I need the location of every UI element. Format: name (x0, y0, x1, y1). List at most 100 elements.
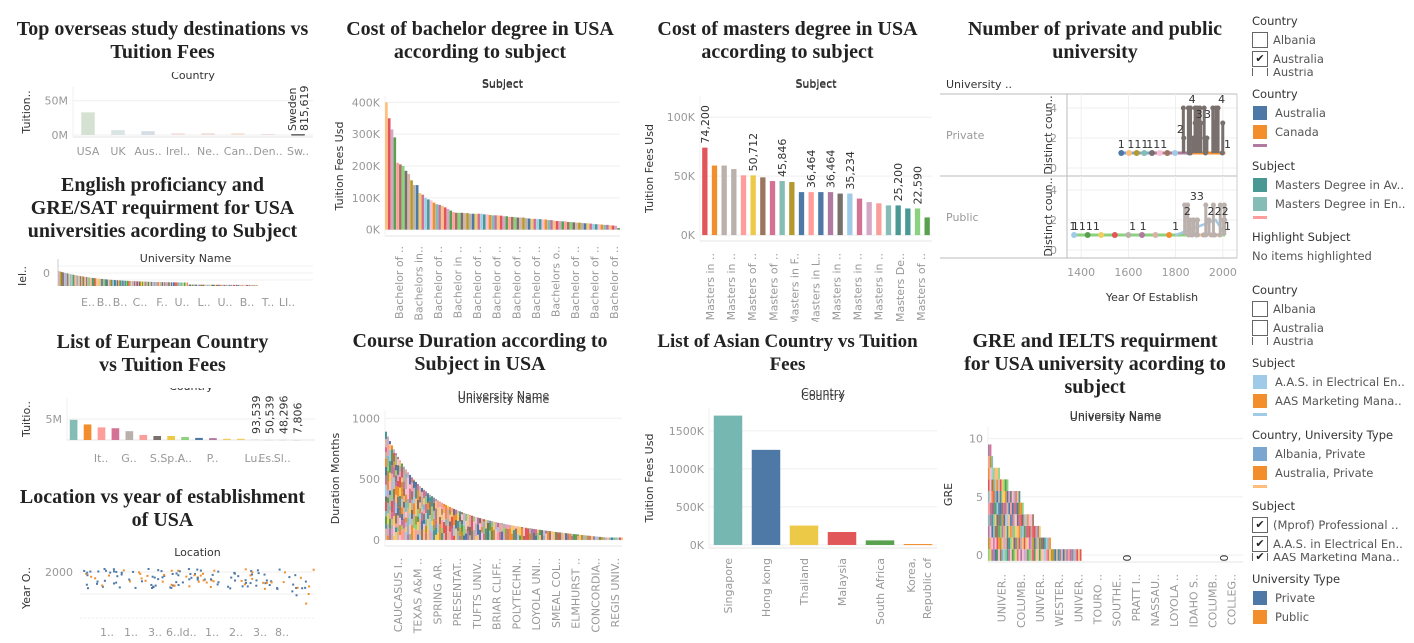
bar[interactable] (433, 524, 435, 530)
bar-label[interactable]: 93,539 (250, 396, 263, 435)
point[interactable] (271, 581, 273, 583)
bar[interactable] (395, 513, 397, 524)
bar[interactable] (561, 533, 563, 540)
bar[interactable] (399, 488, 401, 496)
bar[interactable] (423, 529, 425, 540)
point[interactable] (308, 585, 310, 587)
bar[interactable] (527, 528, 529, 529)
bar[interactable] (469, 516, 471, 527)
bar[interactable] (437, 500, 439, 508)
bar[interactable] (224, 285, 225, 286)
bar[interactable] (1005, 549, 1007, 561)
point[interactable] (266, 579, 268, 581)
bar[interactable] (393, 516, 395, 526)
bar[interactable] (1019, 503, 1021, 515)
bar[interactable] (567, 534, 569, 540)
bar[interactable] (543, 535, 545, 540)
bar[interactable] (199, 285, 200, 286)
bar[interactable] (904, 544, 933, 545)
point[interactable] (212, 574, 214, 576)
bar[interactable] (515, 529, 517, 540)
bar[interactable] (385, 102, 388, 229)
bar[interactable] (1044, 538, 1046, 550)
bar[interactable] (385, 516, 387, 524)
bar[interactable] (547, 220, 550, 230)
point[interactable] (194, 574, 196, 576)
bar[interactable] (70, 420, 78, 440)
bar[interactable] (397, 531, 399, 539)
bar[interactable] (1003, 491, 1005, 503)
bar[interactable] (475, 214, 478, 230)
bar[interactable] (1046, 549, 1048, 561)
point[interactable] (210, 578, 212, 580)
bar[interactable] (1002, 503, 1004, 515)
bar[interactable] (545, 219, 548, 229)
bar[interactable] (550, 220, 553, 230)
bar[interactable] (485, 520, 487, 529)
bar[interactable] (489, 523, 491, 531)
filter-item[interactable]: ✔Australia (1252, 49, 1414, 68)
bar[interactable] (421, 488, 423, 492)
bar[interactable] (149, 282, 150, 286)
bar[interactable] (385, 458, 387, 467)
bar[interactable] (1000, 514, 1002, 526)
point[interactable] (233, 572, 235, 574)
bar[interactable] (483, 519, 485, 521)
bar[interactable] (553, 221, 556, 230)
bar[interactable] (407, 523, 409, 534)
bar[interactable] (513, 526, 515, 530)
point[interactable] (284, 571, 286, 573)
bar[interactable] (415, 499, 417, 505)
bar[interactable] (1014, 538, 1016, 550)
bar[interactable] (235, 285, 236, 286)
bar[interactable] (493, 530, 495, 540)
bar[interactable] (126, 281, 127, 286)
bar[interactable] (117, 280, 118, 286)
bar[interactable] (998, 538, 1000, 550)
bar[interactable] (423, 514, 425, 520)
bar[interactable] (458, 213, 461, 230)
bar[interactable] (239, 285, 240, 286)
filter-item[interactable]: ✔AAS Marketing Mana.. (1252, 553, 1414, 561)
bar[interactable] (990, 456, 992, 468)
bar[interactable] (105, 279, 106, 286)
point[interactable] (87, 587, 89, 589)
point[interactable] (185, 576, 187, 578)
bar[interactable] (415, 488, 417, 499)
bar-label[interactable]: 35,234 (844, 151, 857, 190)
bar[interactable] (401, 467, 403, 478)
point[interactable] (1203, 233, 1208, 238)
bar[interactable] (127, 281, 128, 286)
bar[interactable] (133, 281, 134, 286)
bar[interactable] (1005, 526, 1007, 538)
bar[interactable] (1025, 549, 1027, 561)
bar[interactable] (481, 519, 483, 527)
bar[interactable] (131, 281, 132, 286)
bar[interactable] (483, 533, 485, 540)
bar[interactable] (158, 282, 159, 286)
legend-item[interactable]: A.A.S. in Electrical En.. (1252, 372, 1414, 391)
bar[interactable] (818, 192, 823, 235)
legend-item[interactable]: Canada (1252, 122, 1414, 141)
bar[interactable] (1080, 549, 1082, 561)
bar[interactable] (395, 486, 397, 495)
bar[interactable] (1065, 549, 1067, 561)
bar[interactable] (391, 501, 393, 512)
checkbox[interactable] (1252, 301, 1268, 317)
bar[interactable] (542, 219, 545, 229)
bar[interactable] (461, 514, 463, 520)
bar[interactable] (411, 531, 413, 540)
point[interactable] (116, 575, 118, 577)
bar[interactable] (1027, 549, 1029, 561)
bar[interactable] (429, 501, 431, 508)
filter-item[interactable]: Austria (1252, 68, 1414, 76)
bar[interactable] (612, 226, 615, 230)
bar[interactable] (461, 520, 463, 524)
bar[interactable] (487, 523, 489, 531)
bar[interactable] (1024, 549, 1026, 561)
bar[interactable] (96, 278, 97, 286)
bar[interactable] (387, 481, 389, 490)
bar[interactable] (475, 524, 477, 531)
bar[interactable] (1017, 538, 1019, 550)
bar[interactable] (147, 282, 148, 286)
